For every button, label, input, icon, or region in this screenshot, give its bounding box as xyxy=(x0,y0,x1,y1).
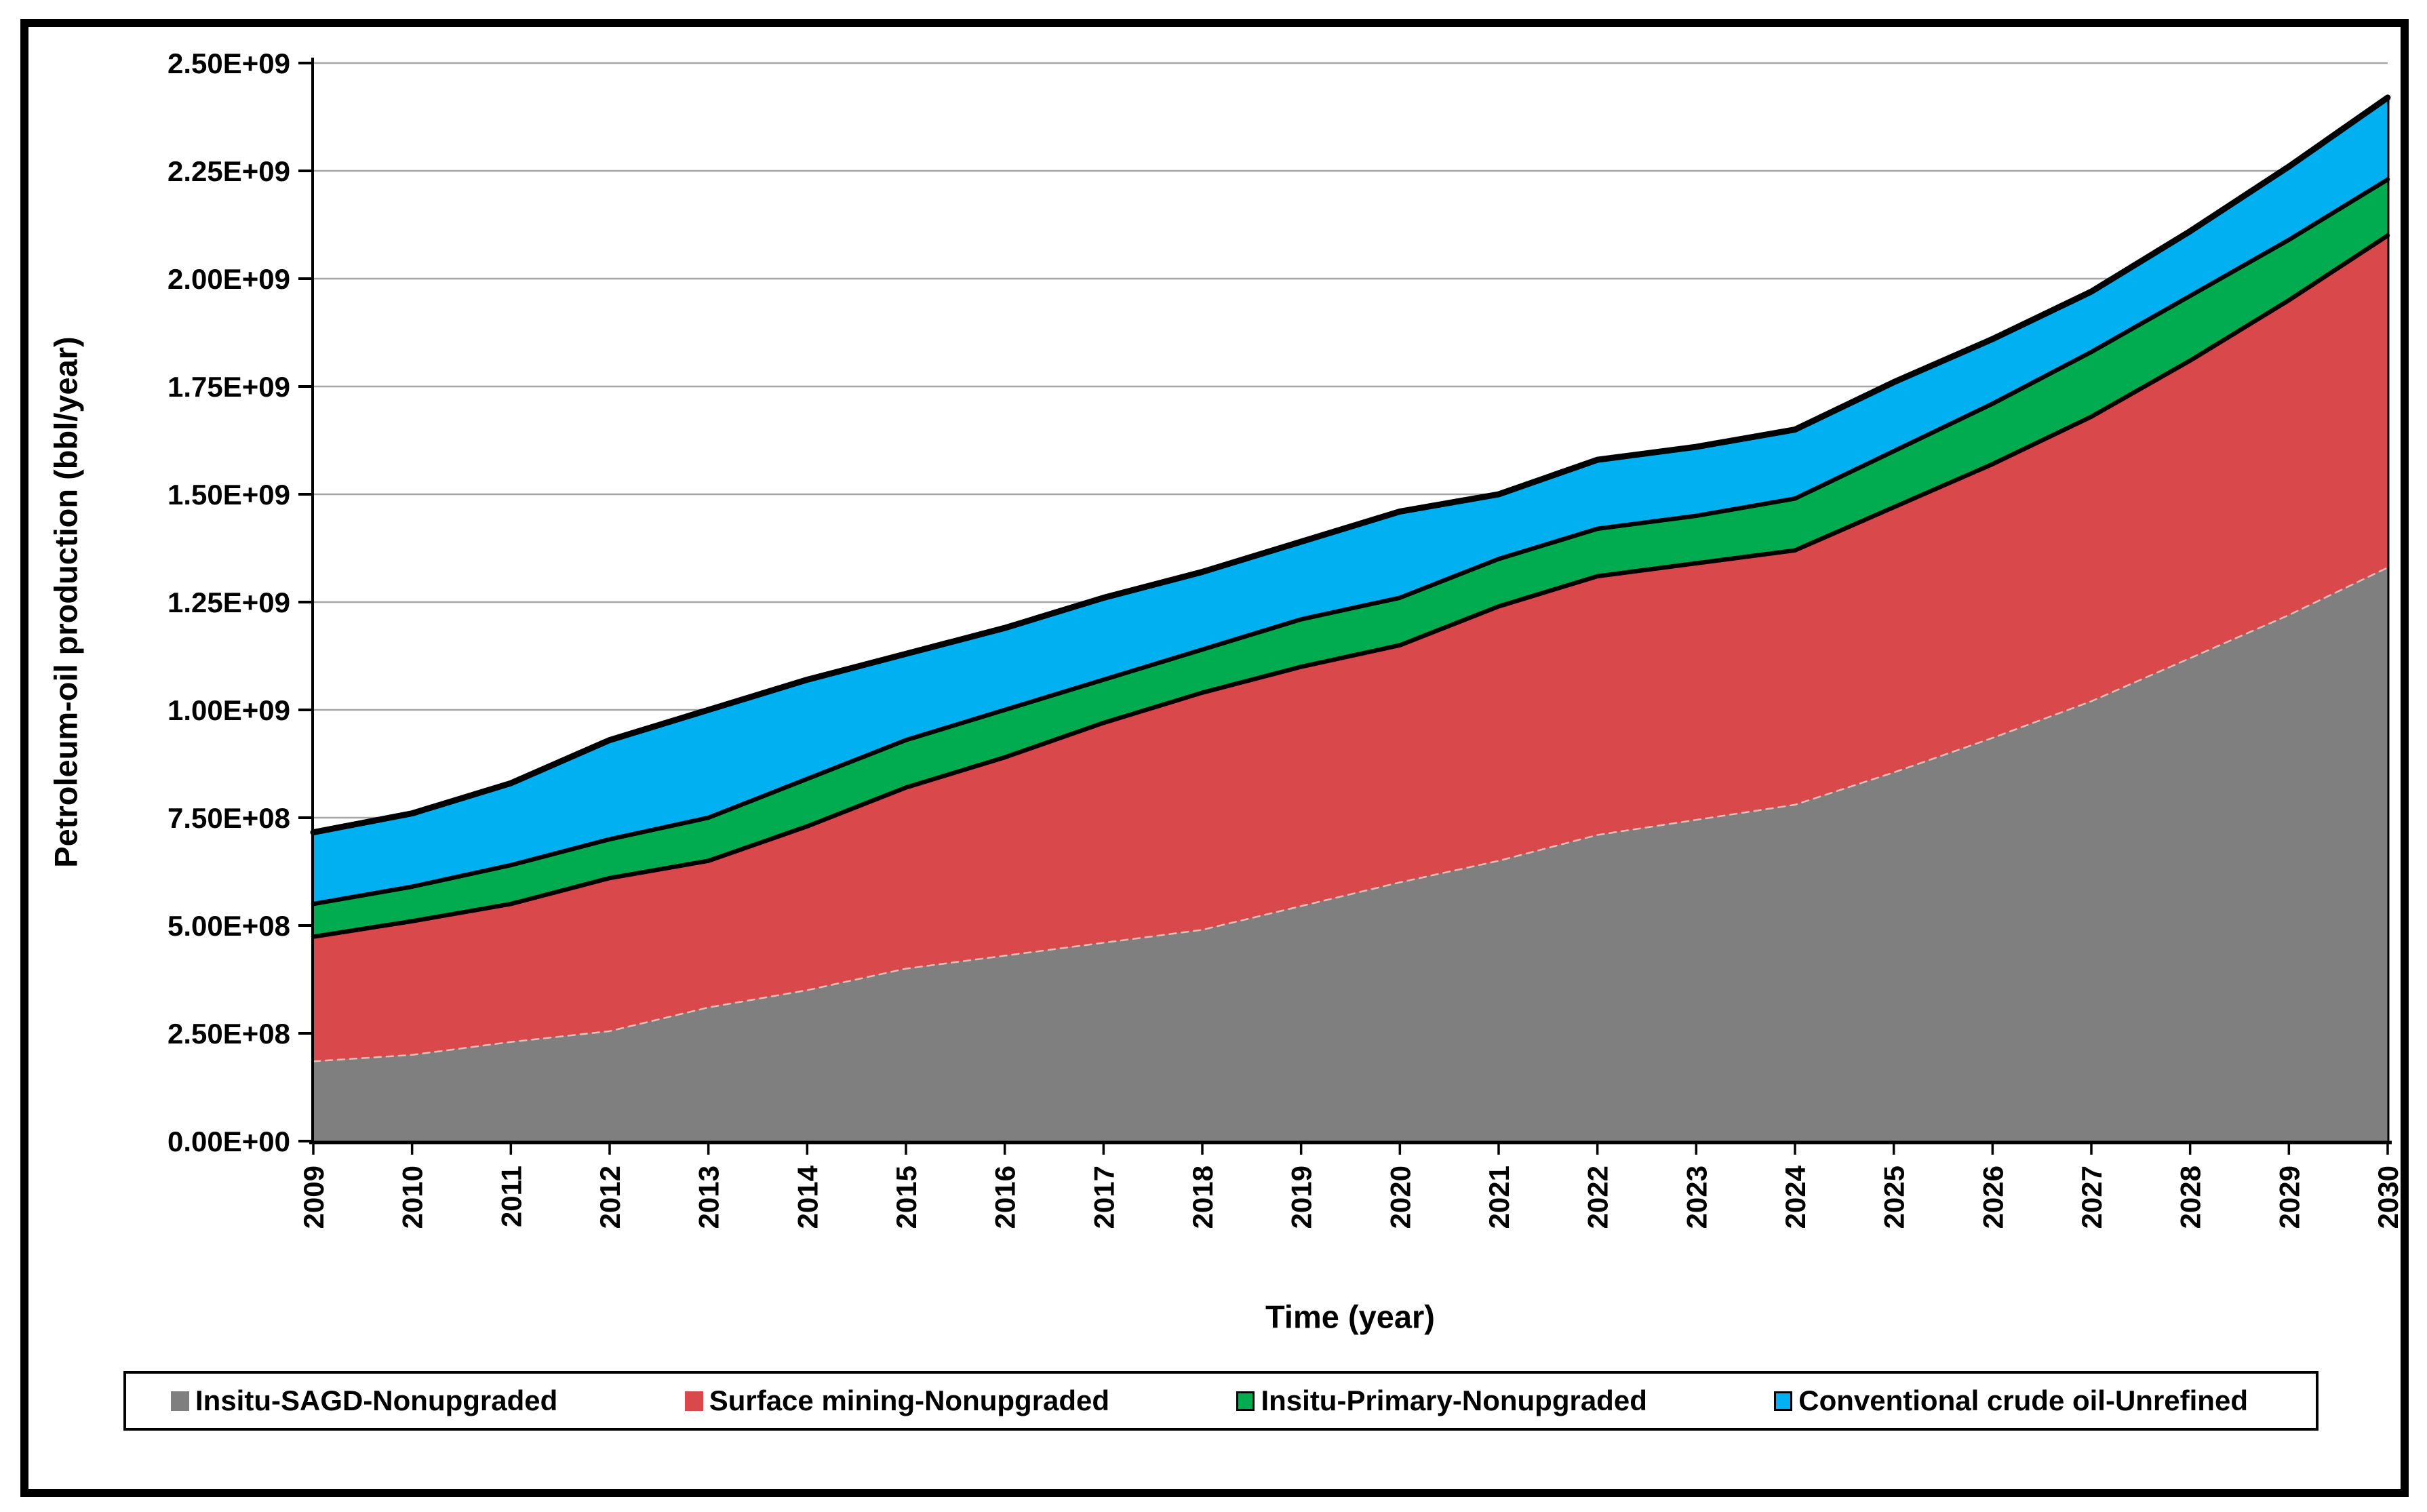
x-tick-label: 2011 xyxy=(495,1166,527,1227)
boundary-line xyxy=(311,233,2390,939)
y-tick-label: 2.50E+08 xyxy=(167,1018,290,1050)
boundary-line xyxy=(311,177,2390,907)
x-tick-label: 2020 xyxy=(1384,1166,1416,1229)
y-axis-title: Petroleum-oil production (bbl/year) xyxy=(47,336,84,868)
x-tick-label: 2028 xyxy=(2175,1166,2207,1229)
x-tick-label: 2024 xyxy=(1779,1165,1811,1229)
x-tick-label: 2027 xyxy=(2076,1166,2108,1229)
x-tick-label: 2025 xyxy=(1878,1166,1910,1229)
x-tick-label: 2010 xyxy=(397,1166,429,1229)
x-tick-label: 2017 xyxy=(1088,1166,1120,1229)
y-tick-label: 2.25E+09 xyxy=(167,155,290,187)
x-tick-label: 2009 xyxy=(298,1166,330,1229)
legend-item-label: Conventional crude oil-Unrefined xyxy=(1798,1385,2248,1416)
legend-item-insitu-sagd-nonupgraded: Insitu-SAGD-Nonupgraded xyxy=(171,1385,557,1417)
x-tick-label: 2029 xyxy=(2273,1166,2305,1229)
legend-swatch-icon xyxy=(171,1391,189,1411)
legend-item-insitu-primary-nonupgraded: Insitu-Primary-Nonupgraded xyxy=(1236,1385,1647,1417)
x-tick-label: 2023 xyxy=(1680,1166,1712,1229)
legend-item-conventional-crude-oil-unrefined: Conventional crude oil-Unrefined xyxy=(1774,1385,2248,1417)
y-tick-label: 7.50E+08 xyxy=(167,802,290,834)
y-tick-label: 1.00E+09 xyxy=(167,694,290,726)
boundary-line xyxy=(310,94,2391,836)
legend-item-label: Insitu-SAGD-Nonupgraded xyxy=(195,1385,558,1416)
y-tick-label: 1.25E+09 xyxy=(167,586,290,618)
x-tick-label: 2022 xyxy=(1582,1166,1614,1229)
legend-item-label: Insitu-Primary-Nonupgraded xyxy=(1261,1385,1647,1416)
x-tick-label: 2018 xyxy=(1187,1166,1219,1229)
x-tick-label: 2012 xyxy=(594,1166,626,1229)
boundary-line xyxy=(312,566,2389,1062)
y-tick-label: 1.75E+09 xyxy=(167,371,290,403)
legend-swatch-icon xyxy=(1236,1391,1255,1411)
x-tick-label: 2016 xyxy=(989,1166,1021,1229)
area-insitu-sagd-nonupgraded xyxy=(313,568,2388,1141)
y-tick-label: 1.50E+09 xyxy=(167,479,290,511)
legend-swatch-icon xyxy=(684,1391,703,1411)
x-axis-title: Time (year) xyxy=(1265,1298,1435,1335)
x-tick-label: 2026 xyxy=(1977,1166,2009,1229)
y-tick-label: 0.00E+00 xyxy=(167,1126,290,1157)
x-tick-label: 2021 xyxy=(1483,1166,1515,1229)
y-tick-label: 2.00E+09 xyxy=(167,263,290,295)
legend-swatch-icon xyxy=(1774,1391,1793,1411)
legend-item-surface-mining-nonupgraded: Surface mining-Nonupgraded xyxy=(684,1385,1110,1417)
x-tick-label: 2015 xyxy=(890,1166,922,1229)
x-tick-label: 2013 xyxy=(693,1166,725,1229)
y-tick-label: 5.00E+08 xyxy=(167,910,290,942)
y-tick-label: 2.50E+09 xyxy=(167,47,290,79)
x-tick-label: 2030 xyxy=(2372,1166,2404,1229)
legend-item-label: Surface mining-Nonupgraded xyxy=(709,1385,1110,1416)
x-tick-label: 2019 xyxy=(1286,1166,1318,1229)
x-tick-label: 2014 xyxy=(791,1165,823,1229)
legend: Insitu-SAGD-Nonupgraded Surface mining-No… xyxy=(123,1371,2319,1431)
